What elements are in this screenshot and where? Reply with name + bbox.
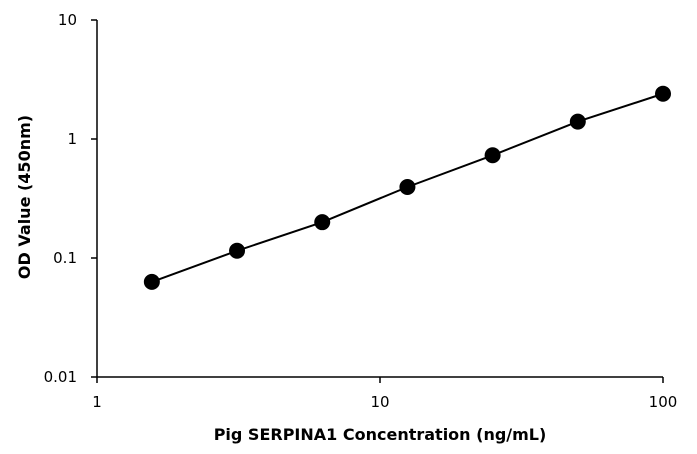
data-point <box>229 242 246 259</box>
x-axis-title: Pig SERPINA1 Concentration (ng/mL) <box>214 425 547 444</box>
y-axis-title: OD Value (450nm) <box>15 115 34 279</box>
data-point <box>655 85 671 102</box>
y-tick-label: 0.01 <box>44 368 77 386</box>
y-tick-label: 10 <box>58 11 77 29</box>
x-tick-label: 100 <box>649 393 678 411</box>
data-point <box>399 179 416 196</box>
x-tick-label: 1 <box>92 393 102 411</box>
data-point <box>484 147 501 164</box>
x-tick-label: 10 <box>370 393 389 411</box>
data-point <box>314 214 331 231</box>
y-ticks: 0.01 0.1 1 10 <box>44 11 97 386</box>
x-ticks: 1 10 100 <box>92 377 677 411</box>
y-tick-label: 0.1 <box>53 249 77 267</box>
series-layer <box>143 85 671 290</box>
y-tick-label: 1 <box>67 130 77 148</box>
data-point <box>569 113 586 130</box>
data-point <box>143 273 160 290</box>
